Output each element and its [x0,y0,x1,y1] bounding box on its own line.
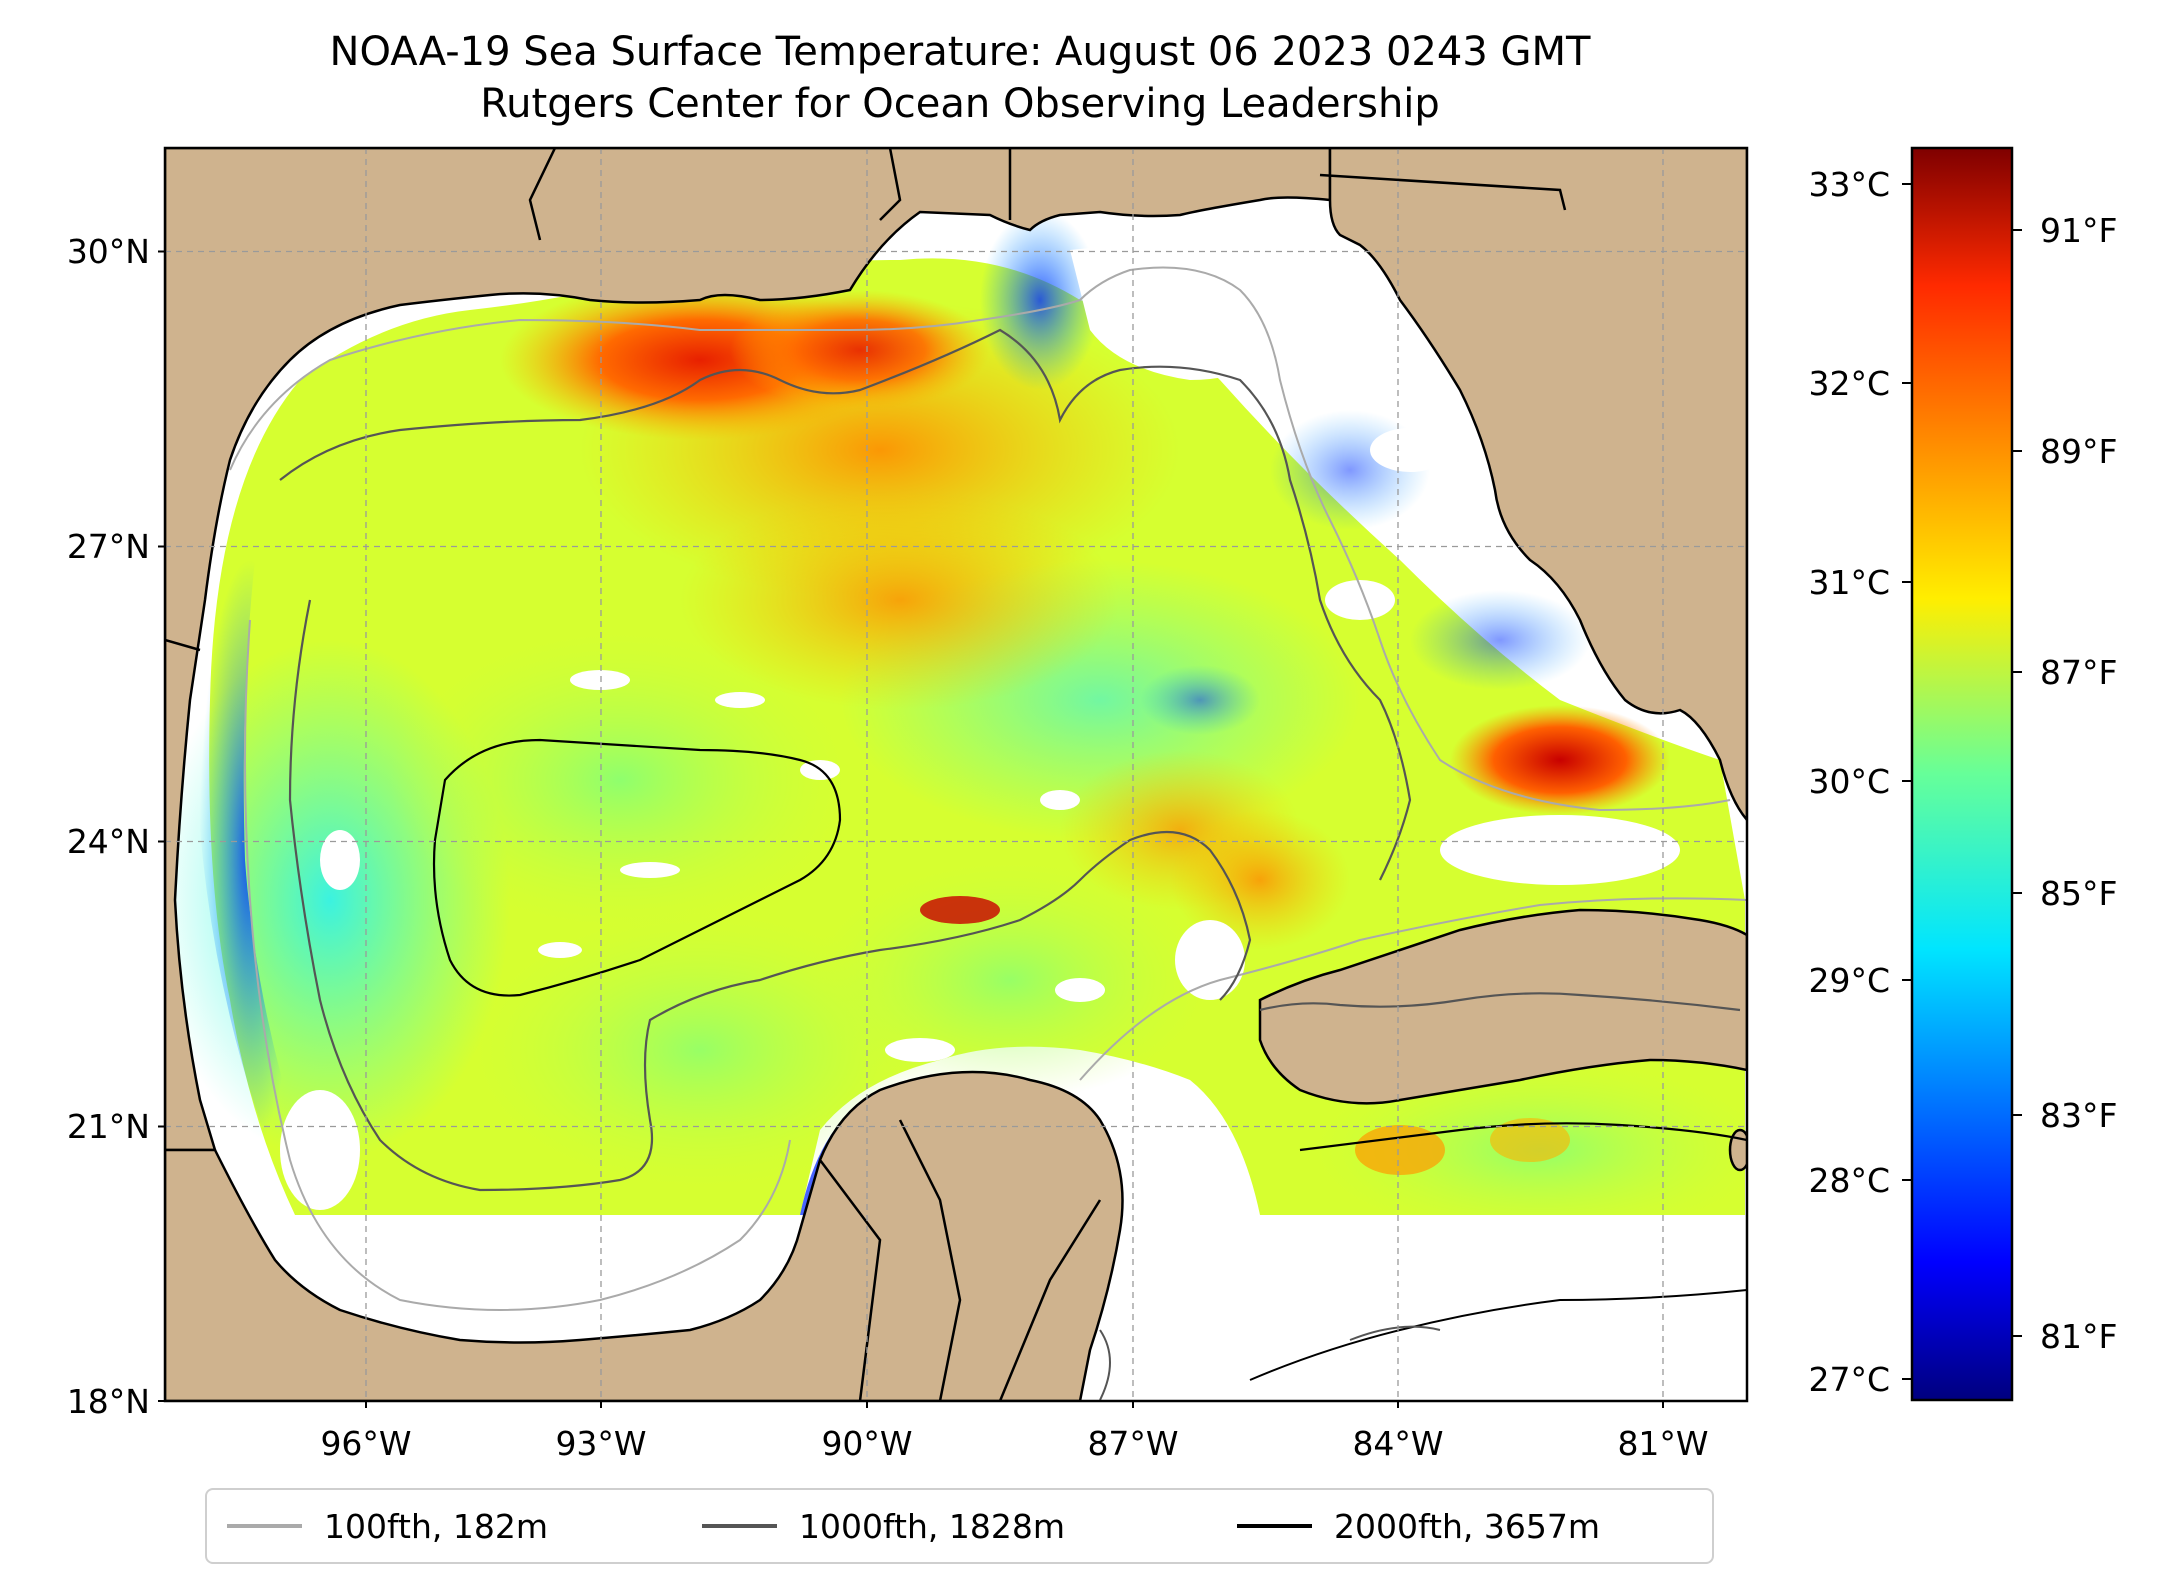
colorbar: 33°C 32°C 31°C 30°C 29°C 28°C 27°C 91°F … [1808,146,2117,1402]
lat-ticks: 30°N 27°N 24°N 21°N 18°N [67,232,165,1421]
map-title: NOAA-19 Sea Surface Temperature: August … [329,29,1591,75]
celsius-label-28: 28°C [1808,1161,1890,1200]
lon-label-93: 93°W [555,1424,646,1463]
fahrenheit-label-89: 89°F [2040,432,2117,471]
lon-label-81: 81°W [1617,1424,1708,1463]
lon-label-84: 84°W [1352,1424,1443,1463]
celsius-label-27: 27°C [1808,1360,1890,1399]
bathymetry-legend: 100fth, 182m 1000fth, 1828m 2000fth, 365… [205,1488,1714,1564]
lat-label-18: 18°N [67,1382,150,1421]
legend-swatch [227,1524,302,1528]
lat-label-24: 24°N [67,822,150,861]
colorbar-gradient [1910,146,2014,1402]
lat-label-30: 30°N [67,232,150,271]
fahrenheit-label-87: 87°F [2040,653,2117,692]
lon-label-87: 87°W [1087,1424,1178,1463]
celsius-label-29: 29°C [1808,961,1890,1000]
lat-label-27: 27°N [67,527,150,566]
bathymetry-contours [229,266,1747,1401]
map-subtitle: Rutgers Center for Ocean Observing Leade… [480,81,1440,127]
legend-swatch [702,1524,777,1528]
fahrenheit-label-81: 81°F [2040,1317,2117,1356]
map-border [163,146,1749,1403]
fahrenheit-label-85: 85°F [2040,874,2117,913]
fahrenheit-label-91: 91°F [2040,211,2117,250]
celsius-label-33: 33°C [1808,165,1890,204]
map-area [165,148,1747,1401]
celsius-label-31: 31°C [1808,563,1890,602]
legend-label: 100fth, 182m [324,1506,548,1546]
legend-item-2000fth: 2000fth, 3657m [1237,1490,1600,1562]
legend-label: 2000fth, 3657m [1334,1506,1600,1546]
lon-ticks: 96°W 93°W 90°W 87°W 84°W 81°W [320,1401,1709,1463]
lon-label-96: 96°W [320,1424,411,1463]
land [165,148,1747,1401]
legend-item-1000fth: 1000fth, 1828m [702,1490,1065,1562]
lon-label-90: 90°W [821,1424,912,1463]
legend-item-100fth: 100fth, 182m [227,1490,548,1562]
celsius-label-32: 32°C [1808,364,1890,403]
legend-swatch [1237,1524,1312,1528]
celsius-label-30: 30°C [1808,762,1890,801]
lat-label-21: 21°N [67,1107,150,1146]
legend-label: 1000fth, 1828m [799,1506,1065,1546]
fahrenheit-label-83: 83°F [2040,1096,2117,1135]
